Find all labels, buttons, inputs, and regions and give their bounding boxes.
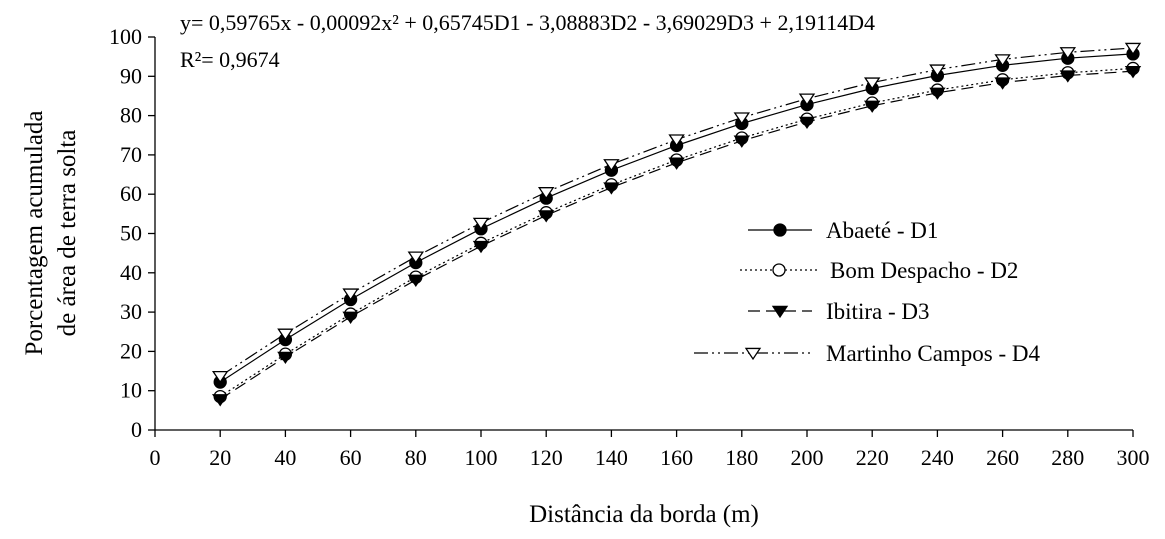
data-point — [863, 100, 881, 113]
legend-item: Abaeté - D1 — [748, 218, 938, 243]
x-tick-label: 40 — [274, 445, 296, 470]
data-point — [798, 93, 816, 106]
legend-label: Martinho Campos - D4 — [826, 341, 1041, 366]
x-tick-label: 60 — [340, 445, 362, 470]
series-3 — [211, 65, 1142, 407]
data-point — [211, 370, 229, 384]
data-point — [668, 157, 685, 170]
legend-label: Ibitira - D3 — [826, 299, 929, 324]
legend-marker — [744, 347, 762, 361]
data-point — [603, 182, 620, 195]
y-tick-label: 90 — [120, 63, 142, 88]
y-tick-label: 70 — [120, 142, 142, 167]
data-point — [668, 134, 685, 147]
x-tick-label: 300 — [1117, 445, 1150, 470]
x-tick-label: 140 — [595, 445, 628, 470]
data-point — [994, 54, 1011, 67]
y-tick-label: 10 — [120, 378, 142, 403]
data-point — [342, 288, 359, 301]
y-tick-label: 100 — [109, 24, 142, 49]
legend: Abaeté - D1 Bom Despacho - D2 Ibitira - D3… — [694, 218, 1041, 366]
y-axis-title-line-2: de área de terra solta — [54, 130, 81, 337]
data-point — [277, 328, 294, 341]
data-point — [994, 77, 1011, 90]
y-tick-label: 20 — [120, 338, 142, 363]
y-tick-label: 60 — [120, 181, 142, 206]
legend-label: Bom Despacho - D2 — [830, 258, 1018, 283]
data-point — [407, 251, 425, 264]
data-point — [211, 394, 229, 407]
x-tick-label: 0 — [150, 445, 161, 470]
y-tick-label: 30 — [120, 299, 142, 324]
annotations: y= 0,59765x - 0,00092x² + 0,65745D1 - 3,… — [180, 10, 875, 72]
data-point — [929, 64, 946, 77]
x-tick-label: 260 — [986, 445, 1019, 470]
legend-item: Ibitira - D3 — [748, 299, 929, 324]
data-point — [537, 187, 555, 200]
axes: 0 10 20 30 40 50 60 70 80 90 100 0 20 40 60 80 100 120 140… — [109, 24, 1150, 470]
data-point — [929, 87, 946, 100]
data-point — [1059, 70, 1077, 83]
y-axis-title: Porcentagem acumulada de área de terra s… — [21, 110, 81, 355]
series-line — [219, 53, 1134, 383]
data-point — [1124, 65, 1142, 79]
legend-label: Abaeté - D1 — [826, 218, 938, 243]
data-point — [733, 112, 751, 125]
x-tick-label: 120 — [530, 445, 563, 470]
series-4 — [211, 42, 1142, 384]
series-layer — [211, 42, 1142, 407]
data-point — [472, 240, 490, 254]
data-point — [407, 274, 425, 287]
x-tick-label: 20 — [209, 445, 231, 470]
data-point — [603, 159, 620, 172]
data-point — [1124, 42, 1142, 56]
x-tick-label: 180 — [725, 445, 758, 470]
series-line — [219, 47, 1134, 377]
data-point — [537, 210, 555, 223]
y-tick-label: 40 — [120, 260, 142, 285]
legend-item: Bom Despacho - D2 — [740, 258, 1018, 283]
y-axis-title-line-1: Porcentagem acumulada — [21, 110, 48, 355]
data-point — [1059, 47, 1077, 60]
legend-marker — [771, 305, 789, 319]
x-tick-label: 220 — [856, 445, 889, 470]
legend-marker — [773, 223, 787, 237]
x-tick-label: 280 — [1051, 445, 1084, 470]
data-point — [863, 77, 881, 90]
data-point — [733, 135, 751, 148]
legend-marker — [772, 263, 786, 277]
data-point — [798, 116, 816, 130]
x-tick-label: 100 — [465, 445, 498, 470]
data-point — [472, 217, 490, 231]
y-tick-label: 80 — [120, 103, 142, 128]
legend-item: Martinho Campos - D4 — [694, 341, 1041, 366]
y-tick-label: 0 — [131, 417, 142, 442]
y-tick-label: 50 — [120, 221, 142, 246]
x-axis-title: Distância da borda (m) — [529, 501, 759, 528]
x-tick-label: 240 — [921, 445, 954, 470]
data-point — [342, 311, 359, 324]
x-tick-label: 200 — [791, 445, 824, 470]
r-squared-label: R²= 0,9674 — [180, 47, 280, 72]
x-tick-label: 160 — [660, 445, 693, 470]
regression-equation: y= 0,59765x - 0,00092x² + 0,65745D1 - 3,… — [180, 10, 875, 35]
x-tick-label: 80 — [405, 445, 427, 470]
data-point — [277, 351, 294, 365]
series-1 — [213, 47, 1140, 389]
